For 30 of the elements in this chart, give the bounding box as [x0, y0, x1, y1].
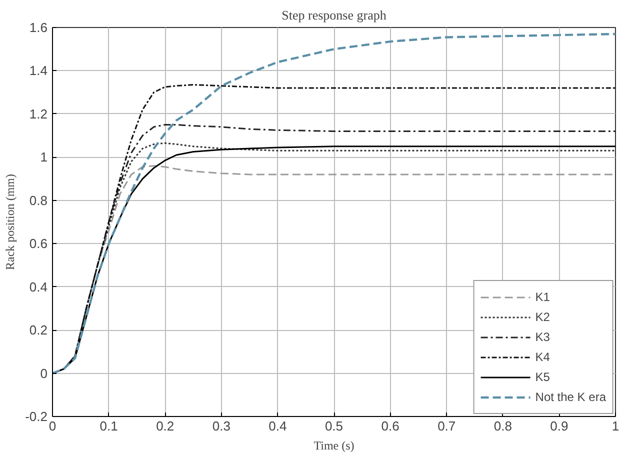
x-tick-label: 0.4	[268, 418, 287, 434]
x-tick-label: 0.3	[212, 418, 230, 434]
chart-title: Step response graph	[282, 8, 387, 22]
legend-label: K3	[535, 329, 551, 345]
legend-label: K4	[535, 349, 551, 365]
legend-label: K5	[535, 369, 551, 385]
y-tick-label: 1.4	[29, 63, 48, 78]
y-axis-title: Rack position (mm)	[3, 174, 18, 270]
x-tick-label: 0.6	[381, 418, 400, 434]
y-tick-label: 0.8	[29, 192, 48, 208]
y-tick-label: 0	[40, 366, 48, 381]
x-axis-title: Time (s)	[314, 438, 354, 452]
y-tick-label: 0.2	[29, 322, 48, 338]
legend-label: K1	[535, 289, 551, 305]
x-tick-label: 0.8	[494, 418, 512, 434]
y-tick-label: -0.2	[25, 409, 48, 424]
legend-label: Not the K era	[535, 389, 606, 405]
x-tick-label: 0.2	[156, 418, 174, 434]
line-series	[52, 32, 616, 374]
x-tick-label: 0.7	[438, 418, 456, 434]
x-tick-label: 0.9	[550, 418, 568, 434]
y-tick-label: 1	[40, 150, 48, 165]
y-tick-label: 0.6	[29, 236, 48, 252]
y-tick-label: 0.4	[29, 279, 48, 294]
x-tick-label: 0.5	[324, 418, 344, 434]
x-tick-label: 0.1	[100, 418, 118, 434]
y-tick-label: 1.6	[29, 20, 48, 35]
x-tick-label: 1	[612, 418, 620, 434]
y-tick-label: 1.2	[29, 106, 48, 122]
legend-label: K2	[535, 309, 551, 325]
